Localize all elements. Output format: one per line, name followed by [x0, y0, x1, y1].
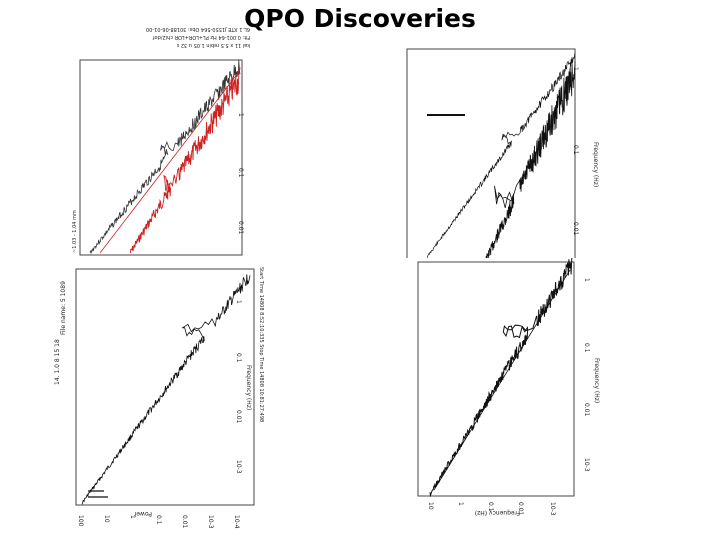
header-line-2: Fit: 0.001-64 Hz PL+LOR+LOR chi2/dof — [152, 34, 250, 40]
power-spectrum-plot — [417, 258, 575, 498]
x-tick-label: 10-3 — [235, 460, 242, 474]
plot-frame — [79, 59, 243, 256]
power-spectrum-plot — [79, 59, 243, 256]
x-tick-label: 1 — [237, 113, 244, 117]
spectrum-trace — [89, 60, 241, 254]
x-tick-label: 0.01 — [583, 403, 590, 417]
x-tick-label: 0.01 — [237, 221, 244, 235]
y-tick-label: 10-3 — [207, 515, 214, 529]
side-label: ~1.03 - 1.04 mm — [72, 210, 78, 253]
y-axis-label: Frequency (Hz) — [474, 509, 520, 516]
error-bars — [88, 490, 108, 498]
x-tick-label: 0.1 — [583, 343, 590, 353]
model-fit-line — [433, 269, 571, 491]
spectrum-trace — [81, 274, 251, 505]
y-tick-label: 1 — [129, 515, 136, 519]
x-tick-label: 0.1 — [237, 168, 244, 178]
file-name-label: File name: 5 1089 — [60, 281, 67, 335]
x-tick-label: 1 — [572, 67, 579, 71]
y-tick-label: 0.01 — [181, 515, 188, 529]
spectrum-trace — [429, 258, 573, 498]
top-info-line: 14. 1.0 8 15 18 — [54, 339, 61, 385]
x-tick-label: 1 — [583, 278, 590, 282]
plot-top-left: 6L.1 XTE J1550-564 Obs: 30188-06-01-00 F… — [70, 26, 250, 260]
y-tick-label: 10 — [103, 515, 110, 523]
y-axis-label: Power — [133, 510, 152, 517]
header-line-1: 6L.1 XTE J1550-564 Obs: 30188-06-01-00 — [146, 26, 250, 32]
plot-frame — [406, 48, 576, 274]
y-tick-label: 10 — [427, 502, 434, 510]
y-tick-label: 10-4 — [233, 515, 240, 529]
spectrum-trace — [484, 61, 576, 265]
x-tick-label: 10-3 — [583, 458, 590, 472]
spectrum-trace-red — [129, 67, 241, 254]
slide-title: QPO Discoveries — [244, 4, 476, 33]
y-tick-label: 100 — [77, 515, 84, 527]
x-tick-label: 0.01 — [572, 222, 579, 236]
plot-top-right: Frequency (Hz) 0.01 0.1 1 — [405, 47, 610, 277]
plot-frame — [417, 261, 575, 497]
x-axis-label: Frequency (Hz) — [593, 358, 600, 404]
x-tick-label: 0.01 — [235, 410, 242, 424]
y-tick-label: 10-3 — [549, 502, 556, 516]
x-axis-label: Frequency (Hz) — [245, 365, 252, 411]
header-line-3: kal 11 x 5.5 rebin 1.05 u 32 s — [176, 42, 250, 48]
spectrum-trace — [426, 52, 576, 258]
plot-bottom-right: Frequency (Hz) Frequency (Hz) 10 1 0.1 0… — [400, 258, 610, 536]
y-tick-label: 0.01 — [517, 502, 524, 516]
plot-bottom-left: 14. 1.0 8 15 18 File name: 5 1089 Start … — [52, 265, 264, 533]
x-tick-label: 0.1 — [572, 145, 579, 155]
model-fit-line — [99, 72, 239, 254]
x-axis-label: Frequency (Hz) — [592, 142, 599, 188]
y-tick-label: 0.1 — [155, 515, 162, 525]
power-spectrum-plot — [406, 48, 576, 274]
y-tick-label: 1 — [457, 502, 464, 506]
plot-frame — [75, 268, 255, 506]
x-tick-label: 0.1 — [235, 353, 242, 363]
power-spectrum-plot — [75, 268, 255, 506]
x-tick-label: 1 — [235, 300, 242, 304]
y-tick-label: 0.1 — [487, 502, 494, 512]
start-stop-times: Start Time 14808 8:52:10:335 Stop Time 1… — [258, 267, 264, 423]
